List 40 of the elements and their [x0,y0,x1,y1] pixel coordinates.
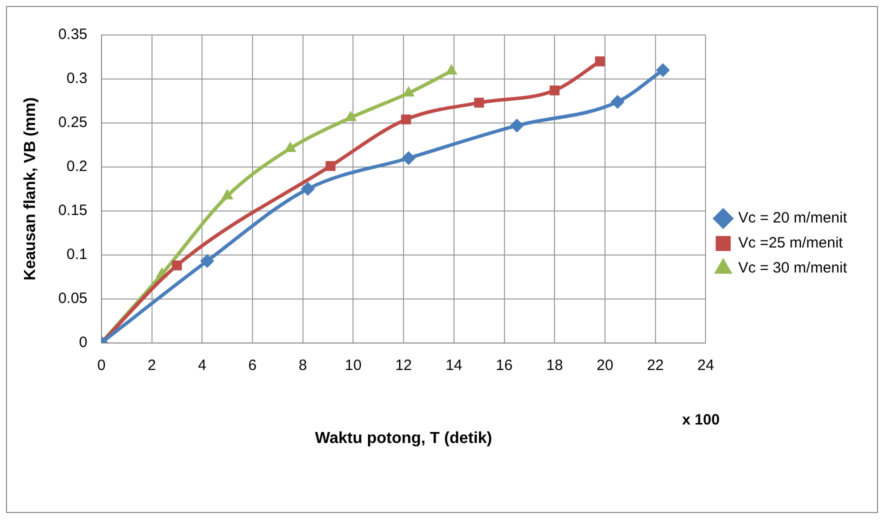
x-axis-title: Waktu potong, T (detik) [314,430,492,447]
legend-label: Vc = 30 m/menit [738,260,848,277]
x-tick-label: 0 [97,356,106,374]
point [326,161,336,171]
point [300,182,315,196]
point [550,85,560,96]
x-tick-label: 10 [344,356,362,374]
point [401,114,412,124]
x-tick-label: 18 [546,356,563,374]
point [402,151,416,166]
x-tick-label: 22 [647,356,664,374]
point [200,254,214,268]
y-tick-label: 0.25 [58,114,88,132]
x-tick-label: 20 [596,356,614,374]
point [172,260,182,270]
point [656,63,670,78]
point [402,86,415,97]
x-tick-label: 12 [395,356,412,374]
point [595,56,605,66]
y-tick-label: 0.2 [66,158,88,176]
point [610,94,625,109]
x-tick-label: 16 [496,356,513,374]
x-tick-label: 14 [446,356,462,374]
y-tick-label: 0.1 [66,246,88,263]
text: x 100 [682,411,720,428]
point [474,98,484,108]
point [510,118,524,133]
x-tick-label: 4 [198,356,206,374]
y-tick-label: 0.05 [58,290,88,307]
legend-label: Vc =25 m/menit [738,234,844,252]
legend-label: Vc = 20 m/menit [738,210,848,227]
x-tick-label: 2 [148,356,156,374]
y-tick-label: 0 [79,334,88,351]
x-tick-label: 24 [697,356,714,374]
y-tick-label: 0.35 [58,26,88,44]
y-tick-label: 0.3 [66,70,88,88]
y-axis-title: Keausan flank, VB (mm) [22,97,40,280]
x-tick-label: 6 [248,356,257,374]
x-tick-label: 8 [298,356,308,374]
y-tick-label: 0.15 [58,202,88,220]
